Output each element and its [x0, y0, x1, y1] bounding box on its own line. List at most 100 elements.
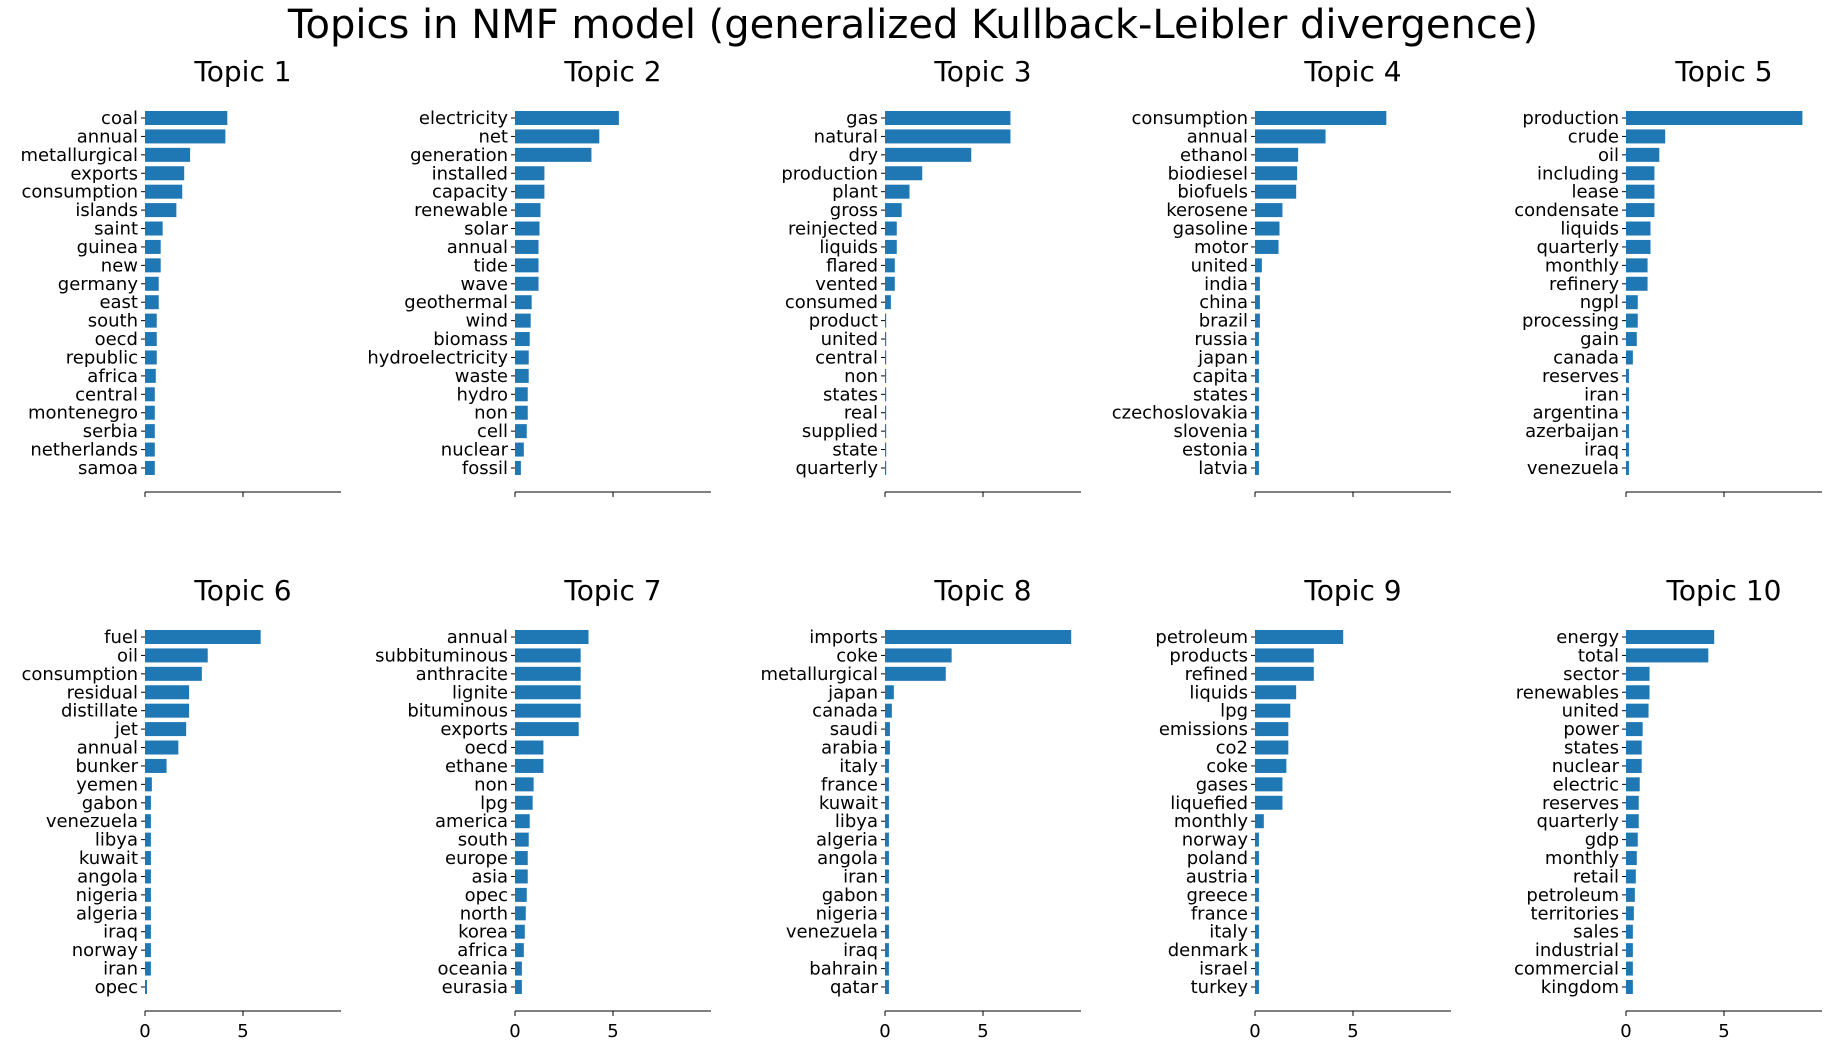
topic-panel: Topic 8 importscokemetallurgicaljapancana… [760, 574, 1081, 1042]
word-label: dry [849, 145, 879, 166]
word-label: nigeria [816, 903, 878, 924]
bar [515, 147, 592, 162]
word-label: bunker [76, 756, 139, 777]
word-label: monthly [1174, 811, 1248, 832]
word-label: production [781, 163, 878, 184]
word-label: gasoline [1173, 219, 1248, 240]
word-label: germany [58, 274, 139, 295]
bar [145, 350, 157, 365]
word-label: america [435, 811, 508, 832]
word-label: plant [832, 182, 878, 203]
bar [1255, 442, 1259, 457]
bar [1255, 851, 1259, 866]
bar [1626, 184, 1655, 199]
word-label: gross [830, 200, 878, 221]
word-label: france [821, 774, 878, 795]
bar [1255, 258, 1262, 273]
bar [885, 276, 895, 291]
word-label: power [1563, 719, 1619, 740]
bar [515, 221, 540, 236]
word-label: consumed [785, 292, 878, 313]
word-label: gases [1196, 774, 1248, 795]
bar [1255, 184, 1297, 199]
word-label: republic [66, 347, 138, 368]
bar [1255, 777, 1283, 792]
word-label: eurasia [442, 977, 508, 998]
bar [145, 666, 202, 681]
word-label: co2 [1216, 738, 1248, 759]
word-label: central [75, 384, 138, 405]
word-label: liquefied [1170, 793, 1248, 814]
word-label: france [1191, 903, 1248, 924]
word-label: monthly [1545, 255, 1619, 276]
word-label: residual [67, 682, 138, 703]
bar [1255, 648, 1314, 663]
word-label: north [460, 903, 508, 924]
bar [145, 442, 155, 457]
word-label: annual [77, 126, 138, 147]
topic-panel: Topic 1 coalannualmetallurgicalexportscon… [20, 55, 341, 497]
x-tick-label: 0 [879, 1021, 890, 1042]
word-label: africa [457, 940, 508, 961]
bar [1626, 221, 1651, 236]
bar [1626, 203, 1655, 218]
word-label: saint [94, 219, 138, 240]
word-label: renewables [1516, 682, 1619, 703]
bar [885, 387, 887, 402]
bar [1255, 350, 1259, 365]
bar [885, 258, 895, 273]
bar [515, 943, 524, 958]
bar [1255, 869, 1259, 884]
bar [885, 129, 1011, 144]
bar [515, 424, 527, 439]
bar [885, 203, 902, 218]
x-tick-label: 0 [509, 1021, 520, 1042]
bar [145, 924, 151, 939]
bar [1626, 129, 1666, 144]
word-label: exports [70, 163, 138, 184]
word-label: brazil [1199, 311, 1248, 332]
bar [1255, 887, 1259, 902]
topic-panel: Topic 6 fueloilconsumptionresidualdistill… [21, 574, 341, 1042]
word-label: east [99, 292, 138, 313]
bar [1255, 814, 1264, 829]
word-label: consumption [21, 664, 138, 685]
bar [1626, 777, 1640, 792]
bar [515, 405, 528, 420]
bar [145, 166, 185, 181]
word-label: cell [477, 421, 508, 442]
bar [145, 814, 151, 829]
word-label: gas [846, 108, 878, 129]
word-label: refinery [1549, 274, 1619, 295]
panel-title: Topic 10 [1666, 574, 1782, 607]
word-label: iran [103, 959, 138, 980]
bar [885, 111, 1011, 125]
word-label: samoa [78, 458, 138, 479]
word-label: non [844, 366, 878, 387]
bar [1255, 666, 1314, 681]
bar [885, 924, 889, 939]
bar [885, 906, 889, 921]
bar [145, 295, 159, 310]
word-label: poland [1187, 848, 1248, 869]
word-label: lpg [480, 793, 508, 814]
bar [885, 777, 889, 792]
bar [1626, 630, 1715, 644]
word-label: hydroelectricity [367, 347, 508, 368]
word-label: production [1522, 108, 1619, 129]
bar [515, 111, 619, 125]
word-label: territories [1530, 903, 1619, 924]
bar [1255, 111, 1387, 125]
word-label: china [1199, 292, 1248, 313]
bar [515, 887, 527, 902]
bar [515, 722, 579, 737]
bar [145, 221, 163, 236]
word-label: africa [87, 366, 138, 387]
word-label: petroleum [1526, 885, 1619, 906]
word-label: quarterly [796, 458, 879, 479]
bar [885, 648, 952, 663]
bar [885, 685, 894, 700]
bar [885, 851, 889, 866]
bar [885, 147, 972, 162]
